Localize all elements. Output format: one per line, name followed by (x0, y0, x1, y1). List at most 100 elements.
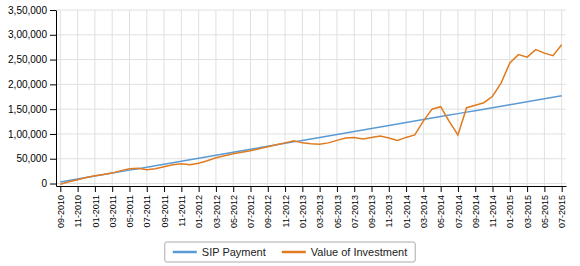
grid-line (56, 34, 566, 35)
tick-mark (50, 109, 56, 110)
tick-mark (129, 186, 130, 192)
tick: 07-2015 (557, 186, 567, 228)
tick-label: 11-2011 (177, 195, 187, 227)
tick-mark (181, 186, 182, 192)
tick-mark (268, 186, 269, 192)
tick-mark (389, 186, 390, 192)
tick: 01-2013 (298, 186, 308, 228)
tick-mark (302, 186, 303, 192)
legend-label: SIP Payment (202, 246, 266, 258)
tick-mark (50, 60, 56, 61)
tick: 1,50,000 (8, 104, 56, 115)
tick-mark (510, 186, 511, 192)
grid-line (406, 10, 407, 186)
tick-mark (78, 186, 79, 192)
grid-line (285, 10, 286, 186)
legend-item: SIP Payment (173, 246, 266, 258)
grid-line (475, 10, 476, 186)
grid-line (267, 10, 268, 186)
tick: 11-2013 (384, 186, 394, 227)
tick-label: 05-2011 (125, 195, 135, 227)
legend-swatch (282, 251, 306, 254)
tick-mark (199, 186, 200, 192)
tick-label: 09-2014 (471, 195, 481, 228)
grid-line (354, 10, 355, 186)
tick: 07-2014 (454, 186, 464, 228)
grid-line (371, 10, 372, 186)
tick-mark (458, 186, 459, 192)
tick-label: 05-2015 (540, 195, 550, 228)
legend: SIP Payment Value of Investment (165, 242, 415, 262)
tick-mark (60, 186, 61, 192)
tick: 2,50,000 (8, 54, 56, 65)
grid-line (423, 10, 424, 186)
tick-label: 03-2015 (523, 195, 533, 228)
grid-line (112, 10, 113, 186)
grid-line (302, 10, 303, 186)
tick: 2,00,000 (8, 79, 56, 90)
tick-label: 01-2014 (402, 195, 412, 228)
tick-label: 2,00,000 (8, 79, 47, 90)
tick: 09-2014 (471, 186, 481, 228)
tick: 0 (41, 178, 56, 189)
x-axis: 09-2010 11-2010 01-2011 03-2011 05-2011 07-20… (56, 186, 567, 228)
tick-label: 01-2013 (298, 195, 308, 228)
tick-label: 3,00,000 (8, 29, 47, 40)
tick: 1,00,000 (8, 129, 56, 140)
tick-label: 3,50,000 (8, 5, 47, 16)
tick-label: 09-2010 (56, 195, 66, 228)
tick-label: 07-2011 (142, 195, 152, 227)
tick-label: 1,50,000 (8, 104, 47, 115)
tick-label: 03-2011 (108, 195, 118, 227)
tick: 03-2011 (108, 186, 118, 227)
grid-line (198, 10, 199, 186)
tick-label: 07-2014 (454, 195, 464, 228)
grid-line (77, 10, 78, 186)
y-axis: 0 50,000 1,00,000 1,50,000 2,00,000 2,50,000 3… (8, 5, 56, 190)
tick-mark (406, 186, 407, 192)
grid-line (561, 10, 562, 186)
grid-line (440, 10, 441, 186)
tick: 03-2013 (315, 186, 325, 228)
tick-label: 07-2013 (350, 195, 360, 228)
grid-line (509, 10, 510, 186)
tick-mark (147, 186, 148, 192)
series-line (60, 96, 561, 182)
tick-mark (216, 186, 217, 192)
tick-label: 01-2015 (505, 195, 515, 228)
tick-label: 05-2012 (229, 195, 239, 228)
tick-label: 01-2012 (194, 195, 204, 228)
tick: 01-2011 (91, 186, 101, 227)
tick-label: 03-2013 (315, 195, 325, 228)
tick-label: 01-2011 (91, 195, 101, 227)
grid-line (129, 10, 130, 186)
tick-label: 11-2013 (384, 195, 394, 227)
legend-label: Value of Investment (311, 246, 407, 258)
grid-line (215, 10, 216, 186)
tick-label: 1,00,000 (8, 129, 47, 140)
tick: 09-2013 (367, 186, 377, 228)
tick: 09-2010 (56, 186, 66, 228)
tick-label: 09-2012 (263, 195, 273, 228)
grid-line (56, 158, 566, 159)
tick-mark (372, 186, 373, 192)
legend-swatch (173, 251, 197, 254)
plot-area (60, 45, 561, 185)
tick-mark (50, 184, 56, 185)
tick-mark (233, 186, 234, 192)
tick-label: 11-2010 (73, 195, 83, 227)
tick-label: 09-2011 (160, 195, 170, 227)
grid-line (164, 10, 165, 186)
axis-line (57, 186, 567, 187)
grid-line (527, 10, 528, 186)
tick: 3,50,000 (8, 5, 56, 16)
tick-mark (423, 186, 424, 192)
tick: 05-2013 (333, 186, 343, 228)
tick-label: 50,000 (16, 153, 47, 164)
tick-label: 0 (41, 178, 47, 189)
tick-mark (320, 186, 321, 192)
tick-label: 2,50,000 (8, 54, 47, 65)
tick-label: 11-2012 (281, 195, 291, 227)
grid-line (56, 133, 566, 134)
tick-mark (527, 186, 528, 192)
